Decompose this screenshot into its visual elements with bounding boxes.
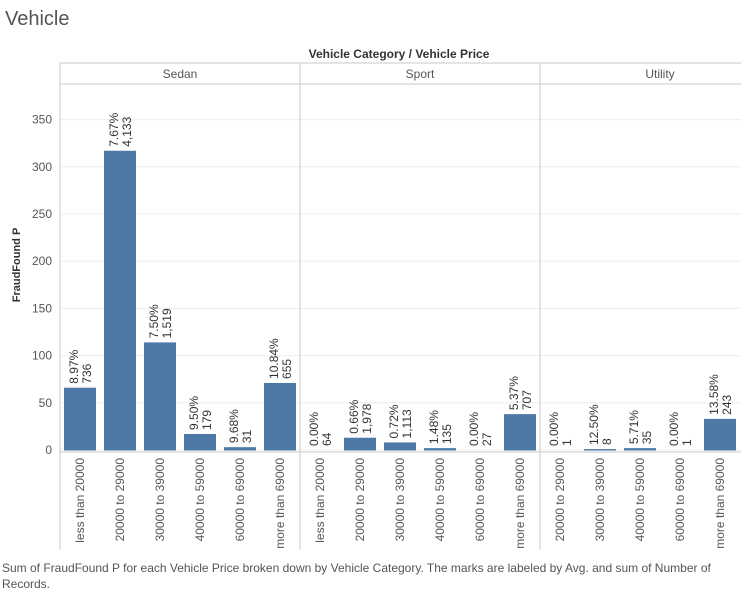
x-tick-label: 30000 to 39000 [593, 458, 607, 542]
bar-pct-label: 7.67% [107, 112, 121, 146]
bar-records-label: 4,133 [120, 116, 134, 146]
bar [104, 150, 136, 451]
bar [224, 447, 256, 451]
bar-pct-label: 7.50% [147, 304, 161, 338]
bar-records-label: 1 [560, 439, 574, 446]
bar-records-label: 736 [80, 363, 94, 383]
bar-pct-label: 1.48% [427, 410, 441, 444]
y-tick-label: 50 [39, 396, 53, 410]
bar-records-label: 1,978 [360, 403, 374, 433]
x-tick-label: 60000 to 69000 [673, 458, 687, 542]
bar-pct-label: 0.00% [467, 412, 481, 446]
y-tick-label: 250 [32, 207, 52, 221]
y-tick-label: 150 [32, 301, 52, 315]
vehicle-bar-chart: Vehicle Category / Vehicle Price FraudFo… [11, 47, 741, 550]
panel-header-sport: Sport [406, 67, 435, 81]
bar-records-label: 64 [320, 432, 334, 446]
bar-pct-label: 0.72% [387, 404, 401, 438]
x-tick-label: 60000 to 69000 [233, 458, 247, 542]
bar [264, 382, 296, 451]
bar-records-label: 707 [520, 390, 534, 410]
bar-pct-label: 9.50% [187, 396, 201, 430]
x-tick-label: 40000 to 59000 [433, 458, 447, 542]
y-tick-label: 300 [32, 160, 52, 174]
x-tick-label: 40000 to 59000 [633, 458, 647, 542]
bar [344, 437, 376, 451]
panel-header-utility: Utility [645, 67, 674, 81]
bar-pct-label: 0.66% [347, 399, 361, 433]
bar-records-label: 179 [200, 410, 214, 430]
x-tick-label: 60000 to 69000 [473, 458, 487, 542]
bar-pct-label: 12.50% [587, 404, 601, 445]
x-tick-label: more than 69000 [273, 458, 287, 549]
bar-pct-label: 0.00% [667, 412, 681, 446]
bar [384, 442, 416, 451]
column-header-label: Vehicle Category / Vehicle Price [309, 47, 490, 61]
x-tick-label: more than 69000 [513, 458, 527, 549]
x-tick-label: 20000 to 29000 [353, 458, 367, 542]
x-tick-label: 30000 to 39000 [393, 458, 407, 542]
panel-header-sedan: Sedan [163, 67, 198, 81]
y-tick-label: 0 [45, 443, 52, 457]
bar-records-label: 1,519 [160, 308, 174, 338]
x-tick-label: 30000 to 39000 [153, 458, 167, 542]
y-tick-label: 100 [32, 349, 52, 363]
page-title: Vehicle [5, 8, 70, 30]
bar-records-label: 1 [680, 439, 694, 446]
bar-pct-label: 0.00% [547, 412, 561, 446]
bar-pct-label: 8.97% [67, 349, 81, 383]
bar-pct-label: 0.00% [307, 412, 321, 446]
bar [504, 414, 536, 451]
x-tick-label: 20000 to 29000 [113, 458, 127, 542]
x-tick-label: 20000 to 29000 [553, 458, 567, 542]
bar-records-label: 8 [600, 438, 614, 445]
bar-records-label: 31 [240, 429, 254, 443]
bar-pct-label: 13.58% [707, 374, 721, 415]
y-tick-label: 200 [32, 254, 52, 268]
bar-records-label: 27 [480, 432, 494, 446]
x-tick-label: less than 20000 [313, 458, 327, 543]
bar-records-label: 1,113 [400, 409, 414, 438]
bar [584, 449, 616, 451]
bar-pct-label: 5.71% [627, 410, 641, 444]
bar-pct-label: 9.68% [227, 409, 241, 443]
bar [144, 342, 176, 451]
bar [184, 433, 216, 451]
x-tick-label: less than 20000 [73, 458, 87, 543]
chart-caption: Sum of FraudFound P for each Vehicle Pri… [2, 561, 711, 591]
x-tick-label: more than 69000 [713, 458, 727, 549]
bar [424, 448, 456, 451]
bar-records-label: 35 [640, 430, 654, 444]
y-tick-label: 350 [32, 113, 52, 127]
bar-records-label: 243 [720, 395, 734, 415]
x-tick-label: 40000 to 59000 [193, 458, 207, 542]
bar [624, 448, 656, 451]
bar-pct-label: 10.84% [267, 338, 281, 379]
y-axis-label: FraudFound P [11, 228, 23, 303]
bar-records-label: 135 [440, 424, 454, 444]
bar [704, 418, 736, 451]
bar-pct-label: 5.37% [507, 376, 521, 410]
bar [64, 387, 96, 451]
bar-records-label: 655 [280, 359, 294, 379]
